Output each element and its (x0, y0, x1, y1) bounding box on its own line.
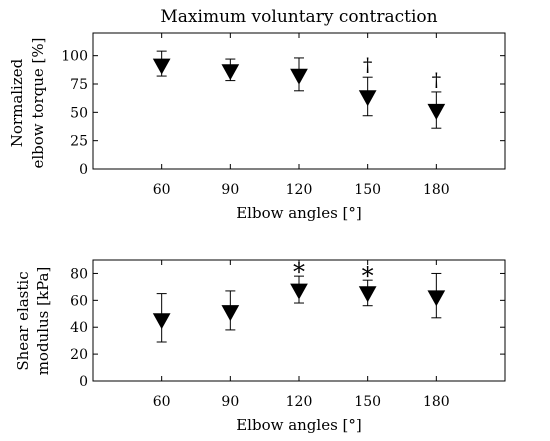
significance-marker: * (362, 262, 374, 290)
x-tick-label: 90 (221, 182, 239, 198)
x-tick-label: 120 (286, 182, 313, 198)
x-tick-label: 120 (286, 394, 313, 410)
chart-title-top: Maximum voluntary contraction (160, 7, 437, 27)
x-tick-label: 90 (221, 394, 239, 410)
axes-box (92, 32, 506, 170)
significance-marker: † (432, 69, 442, 91)
y-axis-label: modulus [kPa] (34, 267, 52, 376)
data-point (290, 68, 308, 85)
chart-panel-top: 60 90 120 150 180 0 25 50 75 100 Elbow angles [°] N… (8, 32, 506, 222)
y-tick-label: 50 (70, 105, 88, 121)
x-tick-label: 150 (354, 182, 381, 198)
y-tick-label: 0 (79, 374, 88, 390)
data-point (152, 58, 171, 75)
data-point (427, 103, 446, 120)
y-tick-label: 40 (70, 320, 88, 336)
y-axis-label: Shear elastic (14, 271, 32, 370)
y-tick-label: 75 (70, 77, 88, 93)
y-tick-label: 60 (70, 293, 88, 309)
y-tick-label: 100 (61, 49, 88, 65)
y-tick-label: 80 (70, 266, 88, 282)
data-point (152, 313, 171, 330)
data-point (358, 90, 377, 107)
significance-marker: † (363, 54, 373, 76)
x-tick-label: 60 (153, 182, 171, 198)
y-axis-label: Normalized (8, 58, 26, 147)
x-tick-label: 60 (153, 394, 171, 410)
x-tick-label: 180 (423, 394, 450, 410)
y-tick-label: 0 (79, 162, 88, 178)
y-tick-label: 25 (70, 134, 88, 150)
data-point (221, 305, 240, 322)
y-tick-label: 20 (70, 347, 88, 363)
x-axis-label: Elbow angles [°] (236, 416, 362, 434)
data-point (290, 283, 308, 300)
data-point (221, 64, 240, 81)
y-axis-label: elbow torque [%] (29, 37, 47, 168)
significance-marker: * (293, 258, 305, 286)
chart-panel-bottom: 60 90 120 150 180 0 20 40 60 80 Elbow angles [°] Sh… (14, 258, 506, 434)
x-tick-label: 180 (423, 182, 450, 198)
x-tick-label: 150 (354, 394, 381, 410)
data-point (358, 286, 377, 303)
data-point (427, 290, 446, 307)
x-axis-label: Elbow angles [°] (236, 204, 362, 222)
